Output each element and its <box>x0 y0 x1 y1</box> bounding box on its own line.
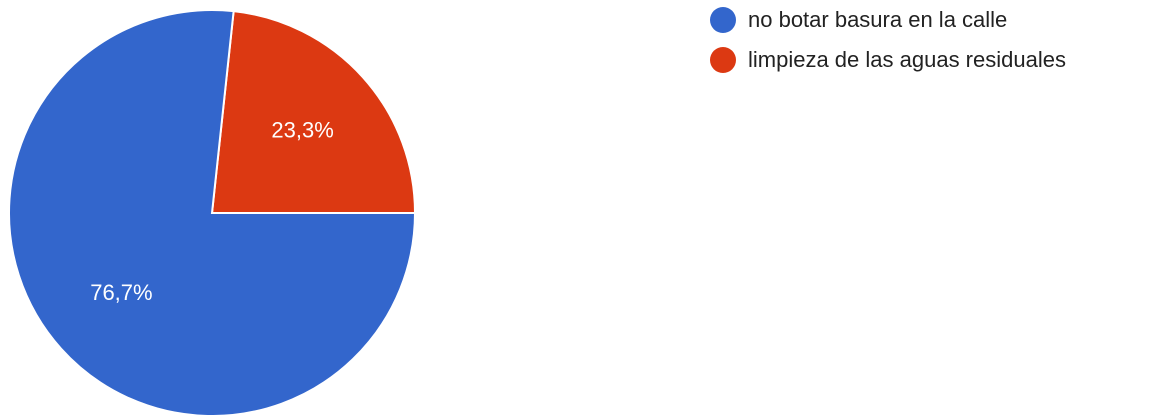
slice-value-label-1: 23,3% <box>271 117 333 142</box>
pie-slice-labels: 23,3% 76,7% <box>90 117 334 305</box>
pie-slices <box>8 9 417 415</box>
legend-swatch <box>710 47 736 73</box>
legend: no botar basura en la calle limpieza de … <box>710 6 1066 74</box>
legend-item-no-botar-basura[interactable]: no botar basura en la calle <box>710 6 1066 34</box>
legend-label: limpieza de las aguas residuales <box>748 47 1066 72</box>
pie-slice-0[interactable] <box>8 9 417 415</box>
pie-slice-1[interactable] <box>210 10 417 214</box>
slice-value-label-0: 76,7% <box>90 280 152 305</box>
legend-swatch <box>710 7 736 33</box>
legend-item-limpieza-aguas[interactable]: limpieza de las aguas residuales <box>710 46 1066 74</box>
legend-label: no botar basura en la calle <box>748 7 1008 32</box>
